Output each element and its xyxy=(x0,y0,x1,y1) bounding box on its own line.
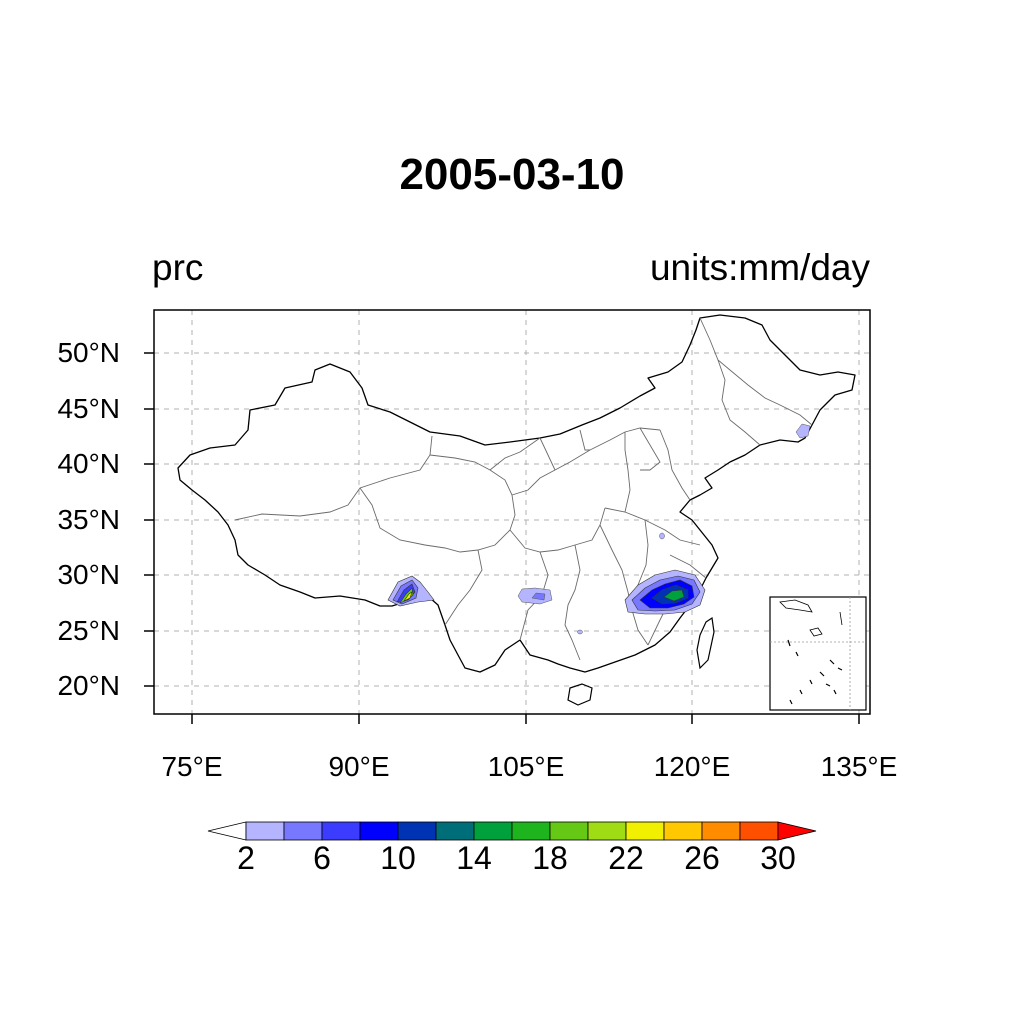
south-china-sea-inset xyxy=(769,596,867,711)
colorbar-label-14: 14 xyxy=(456,840,492,876)
lat-label-35: 35°N xyxy=(57,504,120,535)
graticule xyxy=(154,310,870,714)
precip-southeast-china xyxy=(624,569,706,615)
colorbar-box xyxy=(359,821,399,841)
colorbar-box xyxy=(663,821,703,841)
precip-southeast-tibet xyxy=(387,575,435,607)
lat-label-45: 45°N xyxy=(57,393,120,424)
axis-ticks xyxy=(144,352,860,724)
colorbar-label-30: 30 xyxy=(760,840,796,876)
colorbar-box xyxy=(511,821,551,841)
colorbar-box xyxy=(587,821,627,841)
map-frame xyxy=(153,309,871,715)
colorbar-under-triangle xyxy=(207,821,247,841)
colorbar-label-26: 26 xyxy=(684,840,720,876)
hainan-island xyxy=(567,683,593,706)
colorbar-label-10: 10 xyxy=(380,840,416,876)
lat-label-50: 50°N xyxy=(57,337,120,368)
colorbar-box xyxy=(245,821,285,841)
colorbar-box xyxy=(739,821,779,841)
colorbar-label-18: 18 xyxy=(532,840,568,876)
map-title: 2005-03-10 xyxy=(399,150,625,199)
lat-label-20: 20°N xyxy=(57,670,120,701)
colorbar-box xyxy=(473,821,513,841)
colorbar-label-22: 22 xyxy=(608,840,644,876)
colorbar xyxy=(207,821,817,841)
colorbar-box xyxy=(701,821,741,841)
lat-label-25: 25°N xyxy=(57,615,120,646)
colorbar-box xyxy=(625,821,665,841)
colorbar-box xyxy=(549,821,589,841)
precip-sichuan-basin xyxy=(517,532,665,635)
colorbar-over-triangle xyxy=(777,821,817,841)
lon-label-135: 135°E xyxy=(820,751,898,782)
taiwan-island xyxy=(696,616,715,670)
colorbar-box xyxy=(321,821,361,841)
colorbar-box xyxy=(283,821,323,841)
lon-label-75: 75°E xyxy=(161,751,223,782)
precip-northeast-border xyxy=(795,423,811,439)
colorbar-label-6: 6 xyxy=(313,840,331,876)
lon-label-90: 90°E xyxy=(328,751,390,782)
lat-label-30: 30°N xyxy=(57,559,120,590)
colorbar-label-2: 2 xyxy=(237,840,255,876)
lon-label-105: 105°E xyxy=(487,751,565,782)
lon-label-120: 120°E xyxy=(653,751,731,782)
units-label: units:mm/day xyxy=(649,247,870,288)
colorbar-box xyxy=(435,821,475,841)
variable-label: prc xyxy=(152,247,204,288)
province-boundaries xyxy=(234,317,813,661)
colorbar-box xyxy=(397,821,437,841)
lat-label-40: 40°N xyxy=(57,448,120,479)
